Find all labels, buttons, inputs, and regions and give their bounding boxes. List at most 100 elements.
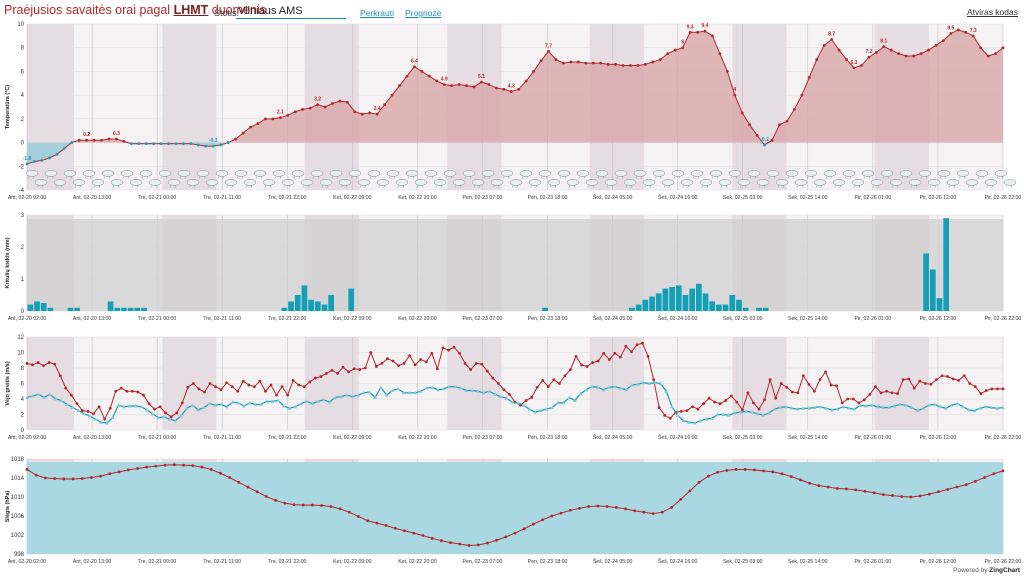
cloud-icon	[880, 170, 894, 179]
rain-drop	[184, 176, 187, 179]
rain-drop	[868, 176, 871, 179]
pressure-point	[992, 472, 996, 476]
precip-bar	[729, 295, 736, 311]
wind-direction-arrow	[145, 407, 149, 412]
pressure-point	[458, 542, 462, 546]
x-tick-label: Pen, 02-23 18:00	[528, 316, 568, 322]
forecast-link[interactable]: Prognozė	[405, 8, 442, 18]
rain-drop	[74, 185, 77, 188]
wind-gust-point	[585, 365, 589, 368]
rain-drop	[839, 185, 842, 188]
x-tick-label: Pir, 02-26 22:00	[985, 195, 1022, 201]
wind-gust-point	[563, 374, 567, 378]
wind-direction-arrow	[624, 387, 629, 392]
cloud-icon	[120, 170, 134, 179]
wind-direction-arrow	[230, 400, 235, 404]
wind-direction-arrow	[139, 404, 143, 409]
wind-gust-point	[813, 389, 816, 393]
cloud-icon	[205, 179, 219, 188]
wind-gust-point	[297, 383, 301, 387]
precipitation-chart: 0 1 2 3 Kritulių kiekis (mm) Ant, 02-20 02:00…	[5, 213, 1021, 322]
wind-direction-arrow	[264, 399, 269, 403]
rain-drop	[421, 185, 424, 188]
temperature-point	[785, 119, 789, 123]
reload-link[interactable]: Perkrauti	[360, 8, 395, 18]
rain-drop	[545, 176, 548, 179]
cloud-icon	[680, 179, 694, 188]
wind-gust-point	[491, 376, 495, 380]
wind-direction-arrow	[396, 386, 400, 391]
temperature-point	[591, 61, 595, 65]
rain-drop	[782, 185, 785, 188]
wind-gust-point	[535, 385, 539, 389]
cloud-shape	[975, 170, 989, 177]
rain-drop	[521, 176, 524, 179]
y-tick-label: 1010	[11, 495, 25, 501]
cloud-icon	[557, 170, 571, 179]
cloud-icon	[82, 170, 96, 179]
temperature-point	[323, 105, 327, 109]
wind-direction-arrow	[692, 421, 697, 425]
rain-drop	[853, 185, 856, 188]
precip-bar	[742, 307, 749, 311]
temperature-point	[457, 83, 461, 86]
cloud-shape	[870, 179, 884, 186]
wind-gust-point	[768, 378, 772, 382]
station-input[interactable]	[236, 4, 346, 19]
wind-direction-arrow	[196, 407, 201, 412]
source-code-link[interactable]: Atviras kodas	[966, 7, 1018, 17]
wind-gust-point	[419, 358, 423, 361]
pressure-point	[771, 470, 775, 474]
rain-drop	[787, 176, 790, 179]
wind-gust-point	[280, 385, 284, 388]
temperature-point	[115, 137, 118, 141]
wind-direction-arrow	[441, 386, 446, 391]
rain-drop	[169, 185, 172, 188]
rain-drop	[198, 176, 201, 179]
pressure-point	[366, 519, 370, 523]
temperature-data-label: 7.3	[970, 28, 977, 34]
rain-drop	[397, 185, 400, 188]
cloud-icon	[300, 179, 314, 188]
rain-drop	[51, 176, 54, 179]
wind-direction-arrow	[966, 407, 971, 412]
cloud-icon	[386, 170, 400, 179]
wind-gust-point	[142, 393, 145, 397]
x-tick-label: Šeš, 02-24 05:00	[593, 315, 633, 322]
wind-direction-arrow	[367, 390, 372, 394]
rain-drop	[160, 176, 163, 179]
wind-gust-point	[203, 390, 206, 394]
rain-drop	[188, 185, 191, 188]
powered-brand: ZingChart	[989, 567, 1020, 574]
wind-gust-point	[352, 367, 356, 371]
cloud-shape	[196, 170, 210, 177]
precip-bar	[662, 288, 669, 311]
pressure-point	[163, 463, 167, 467]
pressure-point	[430, 536, 434, 540]
precip-bar	[328, 295, 335, 311]
rain-drop	[777, 185, 780, 188]
wind-gust-point	[912, 386, 916, 390]
cloud-icon	[671, 170, 685, 179]
cloud-icon	[490, 179, 504, 188]
x-tick-label: Pen, 02-23 07:00	[463, 316, 503, 322]
wind-gust-point	[97, 405, 101, 409]
wind-direction-arrow	[561, 400, 566, 405]
temperature-point	[487, 83, 491, 86]
wind-gust-point	[923, 382, 927, 385]
temperature-data-label: 9.5	[947, 25, 954, 31]
title-source-link[interactable]: LHMT	[173, 3, 209, 17]
pressure-chart: 998 1002 1006 1010 1014 1018 Slėgis (hPa) Ant, …	[5, 457, 1021, 565]
pressure-point	[347, 510, 351, 514]
wind-gust-point	[596, 359, 600, 363]
wind-gust-point	[807, 382, 811, 386]
cloud-shape	[53, 179, 67, 186]
wind-direction-arrow	[253, 402, 258, 406]
rain-drop	[792, 176, 795, 179]
pressure-point	[670, 506, 673, 509]
pressure-point	[614, 506, 618, 509]
cloud-shape	[262, 179, 276, 186]
x-tick-label: Ket, 02-22 09:00	[333, 195, 371, 201]
wind-direction-arrow	[927, 403, 931, 407]
wind-gust-point	[569, 368, 572, 371]
